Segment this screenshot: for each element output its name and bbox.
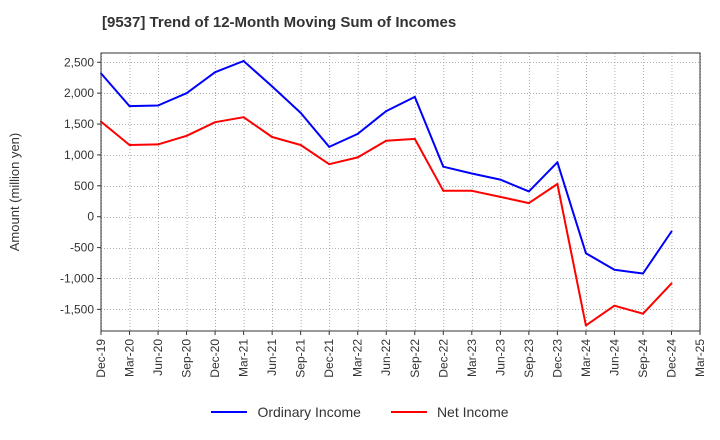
x-tick-label: Jun-24 [607,339,621,376]
data-point-ordinary-income [470,172,473,175]
x-tick-label: Dec-19 [94,339,108,378]
data-point-ordinary-income [157,104,159,107]
plot-border [100,52,701,332]
x-tick-label: Dec-20 [208,339,222,378]
data-point-ordinary-income [584,252,587,255]
data-point-ordinary-income [214,71,217,74]
data-point-net-income [670,282,673,285]
grid-layer [101,53,701,331]
data-point-net-income [556,183,559,185]
data-point-net-income [356,156,359,159]
y-tick-label: -500 [70,241,94,255]
x-tick-label: Sep-24 [636,339,650,378]
series-layer [100,60,673,327]
data-point-net-income [642,312,644,315]
y-axis: -1,500 -1,000 -500 0 500 1,000 1,500 2,000 2,500 [60,55,101,316]
y-tick-label: 2,000 [64,86,94,100]
legend-item-ordinary-income: Ordinary Income [211,404,361,420]
y-tick-label: 1,000 [64,148,94,162]
data-point-net-income [185,134,188,137]
data-point-net-income [242,116,245,119]
legend-label-net-income: Net Income [436,404,509,420]
y-axis-title: Amount (million yen) [7,133,22,252]
x-tick-label: Dec-21 [322,339,336,378]
data-point-ordinary-income [499,178,502,181]
chart-title: [9537] Trend of 12-Month Moving Sum of I… [102,14,457,31]
data-point-ordinary-income [356,132,359,135]
data-point-net-income [299,144,302,146]
data-point-net-income [527,202,530,205]
data-point-net-income [271,136,274,138]
y-tick-label: -1,000 [60,271,94,285]
x-tick-label: Mar-23 [465,339,479,377]
x-tick-label: Jun-20 [151,339,165,376]
data-point-ordinary-income [128,105,131,108]
x-tick-label: Jun-21 [265,339,279,376]
data-point-ordinary-income [242,60,245,62]
data-point-ordinary-income [299,111,302,114]
data-point-net-income [613,304,616,307]
data-point-ordinary-income [271,85,274,88]
y-tick-label: -1,500 [60,302,94,316]
x-tick-label: Mar-22 [351,339,365,377]
x-tick-label: Sep-21 [294,339,308,378]
y-tick-label: 1,500 [64,117,94,131]
data-point-ordinary-income [642,272,644,275]
x-tick-label: Mar-20 [123,339,137,377]
series-line-net-income [100,116,673,327]
legend-label-ordinary-income: Ordinary Income [257,404,361,420]
data-point-net-income [499,195,502,198]
data-point-ordinary-income [442,165,445,168]
data-point-net-income [214,121,217,124]
x-tick-label: Mar-21 [237,339,251,377]
x-tick-label: Dec-23 [550,339,564,378]
x-tick-label: Mar-25 [693,339,707,377]
legend: Ordinary Income Net Income [0,404,720,420]
y-tick-label: 0 [87,210,94,224]
data-point-net-income [328,163,331,166]
y-tick-label: 500 [74,179,94,193]
data-point-net-income [584,324,587,327]
data-point-ordinary-income [527,190,530,193]
data-point-ordinary-income [328,145,331,148]
x-tick-label: Dec-24 [664,339,678,378]
data-point-ordinary-income [613,268,616,271]
legend-swatch-ordinary-income [211,411,248,413]
data-point-net-income [385,139,388,142]
legend-swatch-net-income [390,411,427,413]
data-point-net-income [470,189,473,192]
data-point-ordinary-income [185,92,188,95]
data-point-ordinary-income [413,95,416,98]
x-tick-label: Dec-22 [436,339,450,378]
x-tick-label: Sep-23 [522,339,536,378]
x-tick-label: Sep-20 [180,339,194,378]
legend-item-net-income: Net Income [390,404,509,420]
x-tick-label: Jun-22 [379,339,393,376]
data-point-net-income [413,137,416,140]
x-tick-label: Sep-22 [408,339,422,378]
data-point-net-income [128,144,131,146]
data-point-net-income [157,143,159,146]
x-tick-label: Jun-23 [493,339,507,376]
data-point-ordinary-income [670,230,673,233]
data-point-net-income [442,189,445,192]
x-tick-label: Mar-24 [579,339,593,377]
data-point-ordinary-income [385,110,388,113]
data-point-ordinary-income [556,161,559,164]
y-tick-label: 2,500 [64,55,94,69]
x-axis: Dec-19 Mar-20 Jun-20 Sep-20 Dec-20 Mar-21 Jun-… [94,331,707,378]
